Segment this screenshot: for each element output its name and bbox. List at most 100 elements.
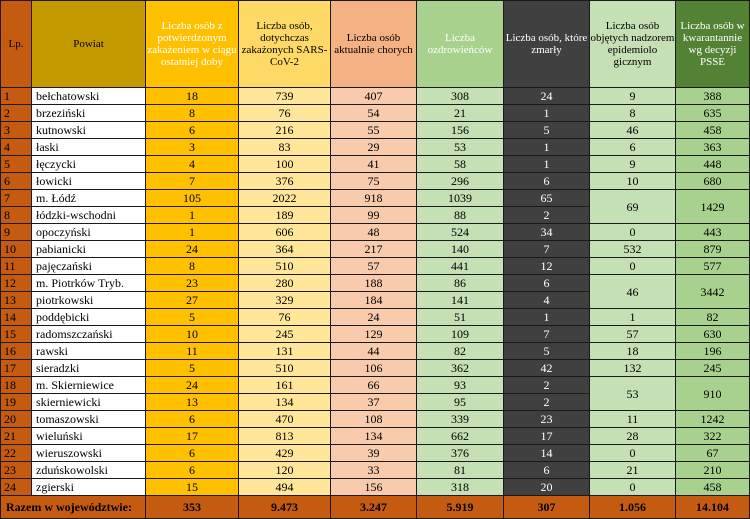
cell-new-cases: 6	[145, 410, 239, 428]
cell-quarantine: 363	[675, 138, 750, 156]
cell-deaths: 2	[503, 393, 590, 411]
cell-deaths: 24	[503, 87, 590, 105]
cell-deaths: 17	[503, 427, 590, 445]
cell-quarantine: 1242	[675, 410, 750, 428]
cell-supervision: 9	[589, 155, 676, 173]
cell-powiat: m. Skierniewice	[31, 376, 146, 394]
total-total-cases: 9.473	[238, 495, 331, 519]
cell-active: 29	[330, 138, 417, 156]
cell-total-cases: 120	[238, 461, 331, 479]
cell-recovered: 86	[416, 274, 504, 292]
cell-active: 217	[330, 240, 417, 258]
cell-supervision: 1	[589, 308, 676, 326]
cell-deaths: 65	[503, 189, 590, 207]
table-row: 16 rawski 11 131 44 82 5 18 196	[0, 342, 750, 360]
cell-supervision: 0	[589, 444, 676, 462]
cell-new-cases: 6	[145, 121, 239, 139]
table-row: 14 poddębicki 5 76 24 51 1 1 82	[0, 308, 750, 326]
cell-total-cases: 76	[238, 104, 331, 122]
cell-active: 108	[330, 410, 417, 428]
table-row: 20 tomaszowski 6 470 108 339 23 11 1242	[0, 410, 750, 428]
cell-supervision: 0	[589, 223, 676, 241]
totals-label: Razem w województwie:	[0, 495, 146, 519]
cell-quarantine: 458	[675, 478, 750, 496]
cell-powiat: pajęczański	[31, 257, 146, 275]
cell-new-cases: 5	[145, 308, 239, 326]
cell-total-cases: 470	[238, 410, 331, 428]
cell-supervision: 11	[589, 410, 676, 428]
cell-total-cases: 376	[238, 172, 331, 190]
cell-powiat: piotrkowski	[31, 291, 146, 309]
cell-quarantine: 388	[675, 87, 750, 105]
cell-lp: 8	[0, 206, 32, 224]
cell-powiat: m. Łódź	[31, 189, 146, 207]
cell-lp: 2	[0, 104, 32, 122]
table-row: 4 łaski 3 83 29 53 1 6 363	[0, 138, 750, 156]
cell-quarantine: 630	[675, 325, 750, 343]
cell-recovered: 53	[416, 138, 504, 156]
table-row: 18 m. Skierniewice 24 161 66 93 2 53 910	[0, 376, 750, 411]
cell-quarantine: 443	[675, 223, 750, 241]
cell-active: 134	[330, 427, 417, 445]
cell-recovered: 93	[416, 376, 504, 394]
cell-recovered: 662	[416, 427, 504, 445]
table-row: 15 radomszczański 10 245 129 109 7 57 630	[0, 325, 750, 343]
cell-new-cases: 17	[145, 427, 239, 445]
cell-total-cases: 83	[238, 138, 331, 156]
cell-lp: 20	[0, 410, 32, 428]
cell-total-cases: 161	[238, 376, 331, 394]
table-row: 21 wieluński 17 813 134 662 17 28 322	[0, 427, 750, 445]
cell-new-cases: 8	[145, 104, 239, 122]
table-row: 2 brzeziński 8 76 54 21 1 8 635	[0, 104, 750, 122]
cell-deaths: 6	[503, 274, 590, 292]
cell-total-cases: 216	[238, 121, 331, 139]
cell-active: 99	[330, 206, 417, 224]
header-active: Liczba osób aktualnie chorych	[330, 0, 417, 88]
cell-recovered: 141	[416, 291, 504, 309]
cell-total-cases: 2022	[238, 189, 331, 207]
cell-lp: 21	[0, 427, 32, 445]
cell-total-cases: 134	[238, 393, 331, 411]
cell-quarantine: 448	[675, 155, 750, 173]
cell-active: 37	[330, 393, 417, 411]
cell-new-cases: 105	[145, 189, 239, 207]
cell-quarantine: 210	[675, 461, 750, 479]
cell-powiat: łaski	[31, 138, 146, 156]
cell-supervision: 8	[589, 104, 676, 122]
cell-powiat: rawski	[31, 342, 146, 360]
cell-lp: 15	[0, 325, 32, 343]
table-row: 3 kutnowski 6 216 55 156 5 46 458	[0, 121, 750, 139]
cell-supervision: 10	[589, 172, 676, 190]
cell-supervision: 57	[589, 325, 676, 343]
cell-supervision: 132	[589, 359, 676, 377]
header-supervision: Liczba osób objętych nadzorem epidemiolo…	[589, 0, 676, 88]
cell-powiat: bełchatowski	[31, 87, 146, 105]
cell-lp: 5	[0, 155, 32, 173]
cell-lp: 24	[0, 478, 32, 496]
cell-powiat: wieruszowski	[31, 444, 146, 462]
cell-active: 41	[330, 155, 417, 173]
cell-lp: 1	[0, 87, 32, 105]
cell-lp: 19	[0, 393, 32, 411]
cell-lp: 9	[0, 223, 32, 241]
cell-recovered: 1039	[416, 189, 504, 207]
cell-powiat: brzeziński	[31, 104, 146, 122]
cell-active: 54	[330, 104, 417, 122]
table-row: 12 m. Piotrków Tryb. 23 280 188 86 6 46 3442	[0, 274, 750, 309]
cell-deaths: 1	[503, 308, 590, 326]
cell-recovered: 339	[416, 410, 504, 428]
cell-new-cases: 15	[145, 478, 239, 496]
cell-recovered: 308	[416, 87, 504, 105]
cell-quarantine: 910	[675, 376, 750, 411]
cell-quarantine: 67	[675, 444, 750, 462]
cell-total-cases: 606	[238, 223, 331, 241]
cell-deaths: 4	[503, 291, 590, 309]
cell-supervision: 6	[589, 138, 676, 156]
cell-deaths: 5	[503, 121, 590, 139]
cell-deaths: 20	[503, 478, 590, 496]
cell-active: 918	[330, 189, 417, 207]
cell-total-cases: 280	[238, 274, 331, 292]
cell-quarantine: 322	[675, 427, 750, 445]
cell-quarantine: 3442	[675, 274, 750, 309]
table-row: 17 sieradzki 5 510 106 362 42 132 245	[0, 359, 750, 377]
